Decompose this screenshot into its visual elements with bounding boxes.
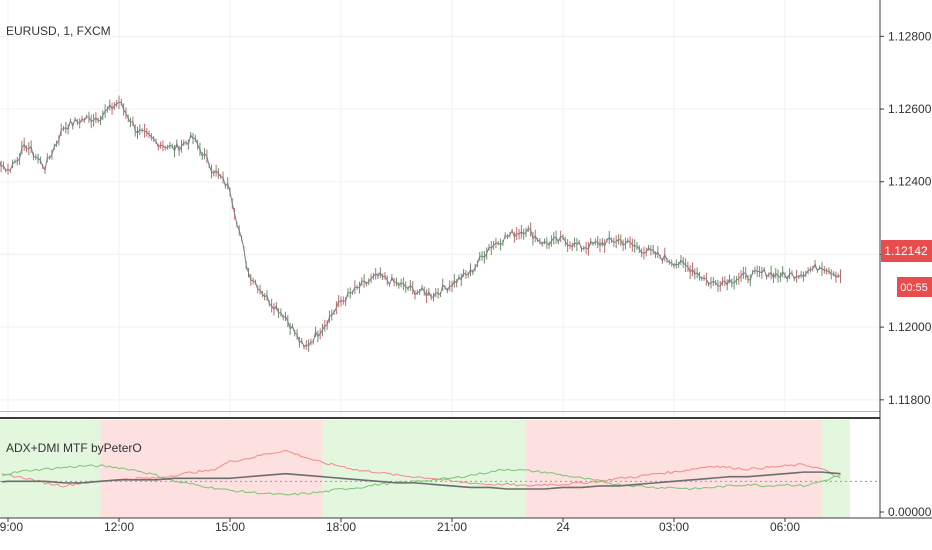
- time-tick-label: 03:00: [659, 520, 689, 534]
- indicator-title[interactable]: ADX+DMI MTF byPeterO: [6, 441, 142, 455]
- indicator-zone: [822, 420, 850, 518]
- time-tick-label: 15:00: [215, 520, 245, 534]
- price-series-line: [0, 101, 841, 348]
- price-tick-label: 1.12400: [888, 175, 932, 189]
- price-tick-label: 1.12800: [888, 29, 932, 43]
- time-tick-label: 06:00: [770, 520, 800, 534]
- time-axis[interactable]: 09:00 12:00 15:00 18:00 21:00 24 03:00 06:00: [0, 518, 800, 534]
- time-tick-label: 21:00: [437, 520, 467, 534]
- price-tick-label: 1.12000: [888, 320, 932, 334]
- minus-di-line: [1, 449, 841, 488]
- current-price-label: 1.12142: [884, 244, 928, 258]
- indicator-tick-label: 0.00000: [888, 505, 932, 519]
- indicator-zone: [100, 420, 323, 518]
- price-pane[interactable]: [0, 95, 880, 412]
- indicator-zones: [0, 420, 850, 518]
- indicator-axis[interactable]: 0.00000: [880, 505, 932, 519]
- time-tick-label: 09:00: [0, 520, 23, 534]
- symbol-title[interactable]: EURUSD, 1, FXCM: [6, 24, 111, 38]
- indicator-pane[interactable]: [0, 449, 880, 496]
- time-tick-label: 18:00: [326, 520, 356, 534]
- price-tick-label: 1.11800: [888, 393, 931, 407]
- indicator-zone: [526, 420, 822, 518]
- time-tick-label: 24: [556, 520, 570, 534]
- indicator-zone: [322, 420, 526, 518]
- countdown-badge: [897, 277, 932, 297]
- countdown-label: 00:55: [900, 282, 928, 294]
- price-tick-label: 1.12600: [888, 102, 932, 116]
- time-tick-label: 12:00: [104, 520, 134, 534]
- adx-line: [1, 471, 841, 490]
- plus-di-line: [1, 464, 841, 496]
- current-price-badge: [881, 240, 932, 262]
